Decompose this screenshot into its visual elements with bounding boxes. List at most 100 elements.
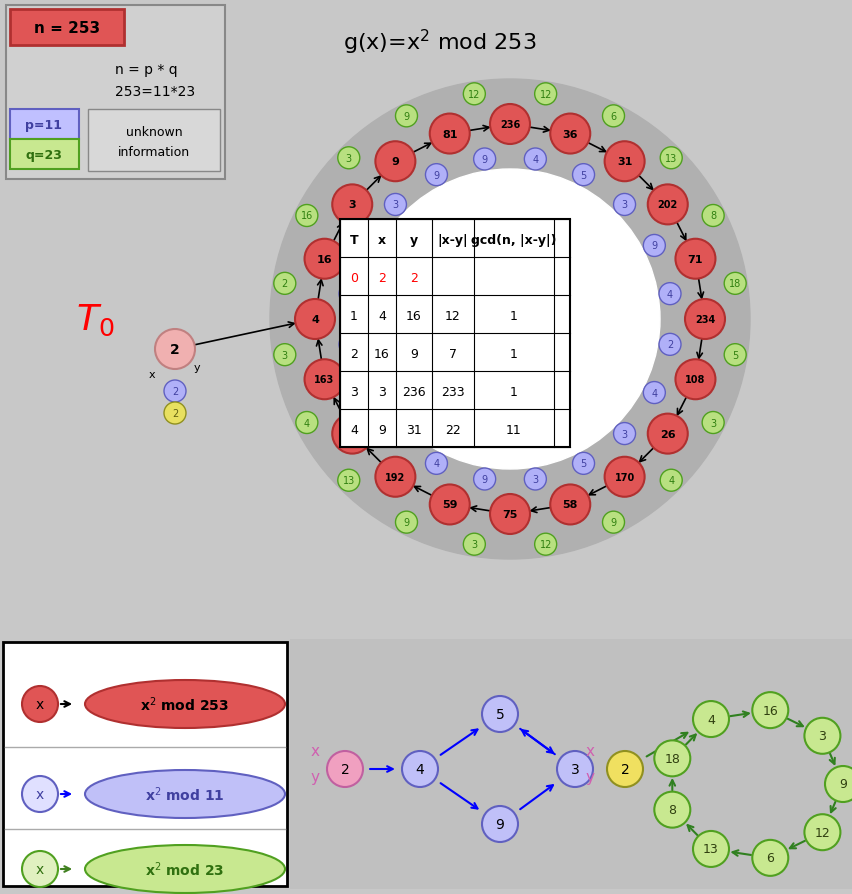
Text: 18: 18 <box>664 752 679 765</box>
Circle shape <box>692 701 728 738</box>
Text: n = 253: n = 253 <box>34 21 100 36</box>
Text: 8: 8 <box>362 388 368 398</box>
Circle shape <box>604 142 644 182</box>
Circle shape <box>803 814 839 850</box>
Circle shape <box>425 453 447 475</box>
Circle shape <box>550 485 590 525</box>
Circle shape <box>354 382 377 404</box>
Text: p=11: p=11 <box>26 118 62 131</box>
Text: 18: 18 <box>728 279 740 289</box>
Text: y: y <box>310 770 320 785</box>
Text: 9: 9 <box>610 518 616 527</box>
Text: information: information <box>118 146 190 158</box>
Text: gcd(n, |x-y|): gcd(n, |x-y|) <box>470 234 556 247</box>
Circle shape <box>326 751 363 787</box>
Text: 2: 2 <box>340 763 349 776</box>
Text: 3: 3 <box>818 730 826 742</box>
Text: 2: 2 <box>171 409 178 418</box>
Circle shape <box>653 740 689 777</box>
Circle shape <box>270 80 749 560</box>
Text: 4: 4 <box>377 310 385 323</box>
Text: 5: 5 <box>495 707 504 721</box>
Circle shape <box>659 469 682 492</box>
Circle shape <box>675 240 715 280</box>
Text: 16: 16 <box>316 255 332 265</box>
Text: 9: 9 <box>481 155 487 164</box>
Circle shape <box>337 148 360 170</box>
Text: 192: 192 <box>385 472 405 482</box>
Text: 1: 1 <box>349 310 358 323</box>
Circle shape <box>473 468 495 491</box>
Text: 234: 234 <box>694 315 714 325</box>
Circle shape <box>572 453 594 475</box>
Text: 16: 16 <box>301 211 313 221</box>
Circle shape <box>164 381 186 402</box>
Text: 6: 6 <box>610 112 616 122</box>
Text: 179: 179 <box>342 429 362 439</box>
Text: 108: 108 <box>684 375 705 384</box>
Circle shape <box>481 806 517 842</box>
Circle shape <box>375 457 415 497</box>
Text: 4: 4 <box>311 315 319 325</box>
Text: 3: 3 <box>349 386 358 399</box>
Text: 71: 71 <box>687 255 702 265</box>
Circle shape <box>429 114 469 155</box>
Circle shape <box>572 164 594 187</box>
Text: 5: 5 <box>731 350 738 360</box>
Circle shape <box>659 283 680 306</box>
Text: 9: 9 <box>433 171 439 181</box>
Circle shape <box>429 485 469 525</box>
Circle shape <box>360 170 659 469</box>
Text: x: x <box>36 862 44 876</box>
Text: 3: 3 <box>621 429 627 439</box>
Circle shape <box>473 148 495 171</box>
Circle shape <box>331 185 371 225</box>
Text: x$^2$ mod 23: x$^2$ mod 23 <box>145 860 224 878</box>
Text: unknown: unknown <box>125 125 182 139</box>
Circle shape <box>723 344 746 367</box>
FancyBboxPatch shape <box>3 642 286 886</box>
Text: x: x <box>310 744 320 759</box>
Text: 2: 2 <box>349 348 358 361</box>
Text: 236: 236 <box>499 120 520 130</box>
FancyBboxPatch shape <box>10 139 79 170</box>
Text: 9: 9 <box>403 518 409 527</box>
Circle shape <box>295 299 335 340</box>
Circle shape <box>337 469 360 492</box>
Circle shape <box>647 185 687 225</box>
Ellipse shape <box>85 845 285 893</box>
Text: x: x <box>36 787 44 801</box>
Text: x: x <box>584 744 594 759</box>
Text: 9: 9 <box>495 817 504 831</box>
Text: 75: 75 <box>502 510 517 519</box>
Text: 2: 2 <box>620 763 629 776</box>
Circle shape <box>425 164 447 187</box>
Circle shape <box>489 105 529 145</box>
Text: 4: 4 <box>349 424 358 437</box>
Text: 3: 3 <box>570 763 579 776</box>
Text: 31: 31 <box>616 157 631 167</box>
Text: x: x <box>377 234 386 247</box>
Circle shape <box>463 534 485 555</box>
Text: 3: 3 <box>348 200 355 210</box>
Ellipse shape <box>85 770 285 818</box>
Text: 8: 8 <box>709 211 716 221</box>
Circle shape <box>607 751 642 787</box>
Circle shape <box>701 412 723 434</box>
Text: 5: 5 <box>362 241 368 251</box>
Circle shape <box>401 751 437 787</box>
Text: y: y <box>410 234 417 247</box>
Text: g(x)=x$^2$ mod 253: g(x)=x$^2$ mod 253 <box>343 28 536 57</box>
Text: 26: 26 <box>659 429 675 439</box>
Circle shape <box>395 105 417 128</box>
Text: 2: 2 <box>377 272 385 285</box>
Circle shape <box>824 766 852 802</box>
Text: 3: 3 <box>281 350 287 360</box>
Text: 202: 202 <box>657 200 677 210</box>
Circle shape <box>751 692 787 729</box>
Circle shape <box>273 344 296 367</box>
Text: 3: 3 <box>621 200 627 210</box>
Circle shape <box>296 206 318 227</box>
Text: 5: 5 <box>392 429 398 439</box>
Text: 3: 3 <box>709 418 716 428</box>
